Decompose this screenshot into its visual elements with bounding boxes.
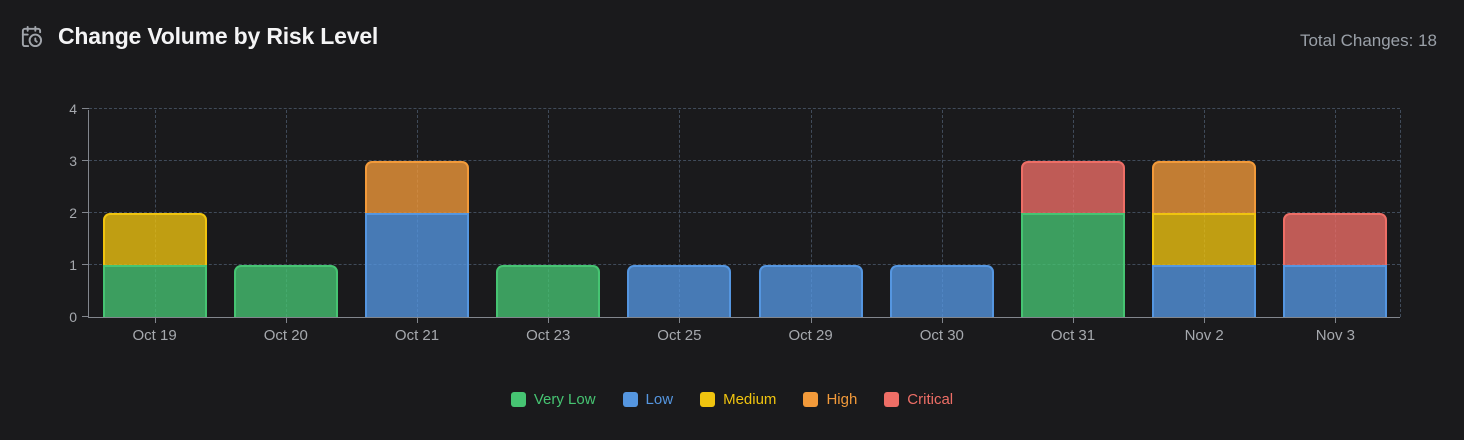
x-axis-tick — [548, 317, 550, 323]
legend-swatch — [803, 392, 819, 407]
bar-segment[interactable] — [1283, 213, 1388, 265]
legend-item-medium[interactable]: Medium — [700, 391, 776, 408]
gridline-vertical — [285, 110, 287, 317]
y-axis-tick — [82, 316, 89, 317]
bar-segment[interactable] — [627, 265, 732, 317]
x-axis-label: Oct 23 — [526, 327, 571, 344]
x-axis-label: Nov 2 — [1184, 327, 1224, 344]
gridline-vertical — [810, 110, 812, 317]
y-axis-tick — [82, 160, 89, 161]
x-axis-label: Nov 3 — [1315, 327, 1355, 344]
x-axis-tick — [285, 317, 287, 323]
legend-label: Critical — [907, 391, 954, 408]
gridline-horizontal — [89, 160, 1400, 161]
legend-item-high[interactable]: High — [803, 391, 857, 408]
x-axis-label: Oct 30 — [919, 327, 964, 344]
legend-label: High — [826, 391, 858, 408]
legend-swatch — [622, 392, 638, 407]
gridline-horizontal — [89, 264, 1400, 265]
bar-segment[interactable] — [1152, 265, 1257, 317]
bar-segment[interactable] — [889, 265, 994, 317]
bar-segment[interactable] — [233, 265, 338, 317]
bar-segment[interactable] — [1152, 213, 1257, 265]
gridline-vertical — [941, 110, 943, 317]
y-axis-label: 0 — [69, 309, 77, 325]
gridline-vertical — [1400, 110, 1401, 317]
legend-swatch — [884, 392, 900, 407]
gridline-horizontal — [89, 108, 1400, 109]
gridline-horizontal — [89, 212, 1400, 213]
legend-item-critical[interactable]: Critical — [884, 391, 953, 408]
bar-segment[interactable] — [496, 265, 601, 317]
y-axis-label: 3 — [69, 153, 77, 169]
x-axis-label: Oct 21 — [394, 327, 440, 344]
legend-label: Low — [645, 391, 674, 408]
chart-legend: Very Low Low Medium High Critical — [0, 391, 1464, 408]
y-axis-tick — [82, 264, 89, 265]
x-axis-tick — [1073, 317, 1074, 323]
y-axis-label: 2 — [69, 205, 77, 221]
calendar-clock-icon — [20, 25, 43, 48]
x-axis-tick — [679, 317, 681, 323]
bar-segment[interactable] — [102, 265, 207, 317]
legend-item-very-low[interactable]: Very Low — [510, 391, 596, 408]
x-axis-label: Oct 25 — [657, 327, 702, 344]
total-changes-label: Total Changes: 18 — [1299, 31, 1437, 50]
x-axis-tick — [154, 317, 156, 323]
panel-header: Change Volume by Risk Level — [20, 23, 378, 50]
legend-label: Medium — [723, 391, 777, 408]
x-axis-tick — [1335, 317, 1337, 323]
x-axis-label: Oct 31 — [1050, 327, 1096, 344]
bar-segment[interactable] — [365, 213, 469, 317]
y-axis-tick — [82, 212, 89, 213]
legend-item-low[interactable]: Low — [622, 391, 674, 408]
x-axis-label: Oct 20 — [263, 327, 308, 344]
plot-area: 0 1 2 3 4 Oct 19 Oct 20 Oct 21 Oct 23 Oct 25 Oct 2… — [69, 101, 1401, 344]
bar-segment[interactable] — [1021, 161, 1125, 213]
x-axis-label: Oct 29 — [788, 327, 833, 344]
x-axis-tick — [417, 317, 418, 323]
x-axis-tick — [941, 317, 943, 323]
legend-swatch — [700, 392, 716, 407]
x-axis-tick — [810, 317, 812, 323]
bar-segment[interactable] — [102, 213, 207, 265]
legend-swatch — [510, 392, 526, 407]
gridline-vertical — [679, 110, 681, 317]
bar-segment[interactable] — [1152, 161, 1257, 213]
bar-segment[interactable] — [365, 161, 469, 213]
gridline-vertical — [548, 110, 550, 317]
page-title: Change Volume by Risk Level — [58, 23, 379, 49]
x-axis-label: Oct 19 — [132, 327, 177, 344]
y-axis-label: 4 — [69, 101, 77, 117]
y-axis-tick — [82, 108, 89, 109]
x-axis-tick — [1204, 317, 1206, 323]
bar-segment[interactable] — [758, 265, 863, 317]
legend-label: Very Low — [533, 391, 596, 408]
bar-segment[interactable] — [1283, 265, 1388, 317]
bar-segment[interactable] — [1021, 213, 1125, 317]
y-axis-label: 1 — [69, 257, 77, 273]
